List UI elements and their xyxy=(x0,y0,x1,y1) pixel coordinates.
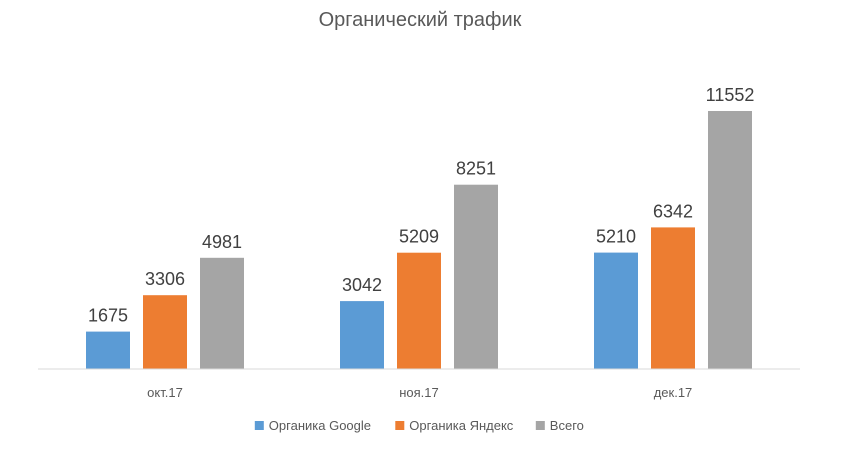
x-tick-label-1: ноя.17 xyxy=(399,385,439,400)
chart-title: Органический трафик xyxy=(319,9,522,31)
data-labels-group: 1675 3306 4981 3042 5209 8251 5210 6342 11552 xyxy=(88,85,754,326)
data-label-0-2: 5210 xyxy=(596,227,636,247)
legend-swatch-1 xyxy=(395,421,405,430)
bar-1-1 xyxy=(397,252,441,369)
data-label-2-1: 8251 xyxy=(456,159,496,179)
legend-label-0: Органика Google xyxy=(269,418,371,433)
data-label-2-0: 4981 xyxy=(202,232,242,252)
bar-0-0 xyxy=(86,331,130,369)
data-label-1-1: 5209 xyxy=(399,227,439,247)
x-tick-labels: окт.17 ноя.17 дек.17 xyxy=(147,385,692,400)
legend-swatch-2 xyxy=(535,421,545,430)
bar-2-0 xyxy=(200,257,244,369)
data-label-2-2: 11552 xyxy=(706,85,755,105)
bar-1-2 xyxy=(651,227,695,369)
legend-label-1: Органика Яндекс xyxy=(409,418,514,433)
x-tick-label-0: окт.17 xyxy=(147,385,183,400)
data-label-0-0: 1675 xyxy=(88,306,128,326)
legend-swatch-0 xyxy=(254,421,264,430)
legend: Органика Google Органика Яндекс Всего xyxy=(254,418,584,433)
data-label-1-0: 3306 xyxy=(145,269,185,289)
bar-0-2 xyxy=(594,252,638,369)
bar-0-1 xyxy=(340,301,384,369)
bar-1-0 xyxy=(143,295,187,369)
bar-2-2 xyxy=(708,111,752,369)
data-label-1-2: 6342 xyxy=(653,201,693,221)
x-tick-label-2: дек.17 xyxy=(654,385,693,400)
bar-2-1 xyxy=(454,184,498,369)
legend-label-2: Всего xyxy=(550,418,584,433)
data-label-0-1: 3042 xyxy=(342,275,382,295)
bars-group xyxy=(86,111,752,369)
